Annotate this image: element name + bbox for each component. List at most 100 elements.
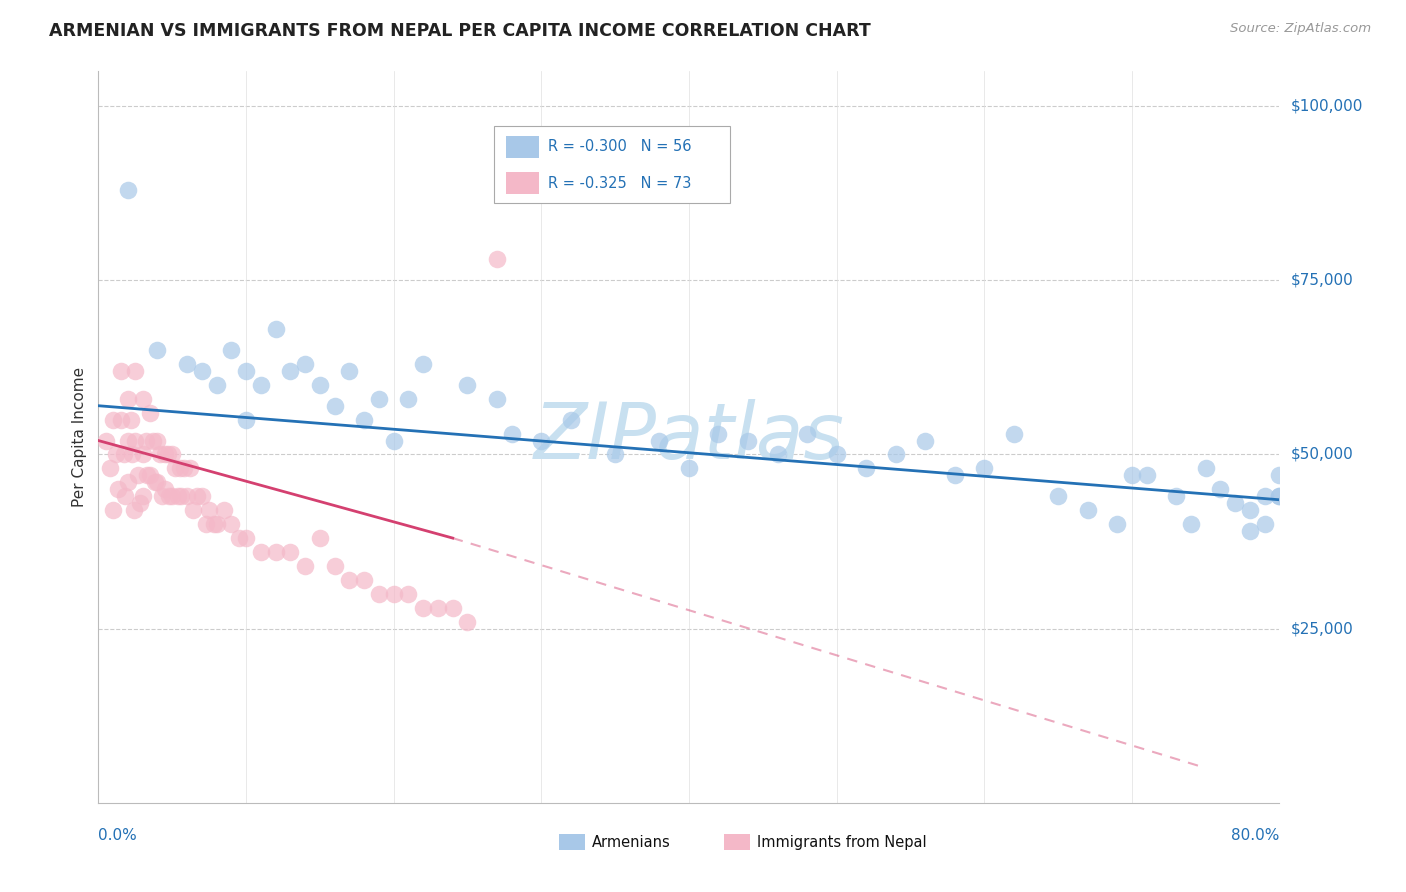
- Point: [973, 461, 995, 475]
- Point: [398, 392, 420, 406]
- Point: [162, 489, 183, 503]
- Point: [737, 434, 759, 448]
- Point: [132, 392, 155, 406]
- Point: [914, 434, 936, 448]
- Point: [1268, 489, 1291, 503]
- Point: [110, 364, 132, 378]
- Point: [1209, 483, 1232, 497]
- Point: [280, 545, 302, 559]
- Point: [368, 587, 391, 601]
- Point: [235, 364, 257, 378]
- Point: [117, 392, 139, 406]
- Text: ZIPatlas: ZIPatlas: [533, 399, 845, 475]
- Point: [796, 426, 818, 441]
- Point: [167, 489, 190, 503]
- Point: [309, 377, 332, 392]
- Point: [221, 517, 243, 532]
- Point: [560, 412, 582, 426]
- Point: [127, 468, 149, 483]
- Point: [1121, 468, 1143, 483]
- Point: [353, 412, 375, 426]
- Point: [212, 503, 235, 517]
- Point: [153, 483, 176, 497]
- Point: [186, 489, 208, 503]
- Point: [149, 448, 172, 462]
- Point: [120, 412, 142, 426]
- Point: [124, 434, 146, 448]
- Point: [146, 343, 169, 357]
- Bar: [560, 834, 585, 850]
- Point: [179, 461, 201, 475]
- Point: [1002, 426, 1025, 441]
- Point: [339, 364, 361, 378]
- Point: [605, 448, 627, 462]
- Point: [132, 448, 155, 462]
- Point: [112, 448, 135, 462]
- Point: [202, 517, 225, 532]
- Text: $25,000: $25,000: [1291, 621, 1354, 636]
- Point: [457, 377, 479, 392]
- Point: [139, 406, 162, 420]
- Point: [766, 448, 789, 462]
- Point: [117, 183, 139, 197]
- Point: [235, 412, 257, 426]
- Text: $50,000: $50,000: [1291, 447, 1354, 462]
- Point: [1180, 517, 1202, 532]
- Point: [309, 531, 332, 545]
- Point: [294, 558, 316, 573]
- Point: [294, 357, 316, 371]
- Point: [412, 600, 434, 615]
- Text: Immigrants from Nepal: Immigrants from Nepal: [758, 835, 927, 850]
- Point: [173, 461, 195, 475]
- Point: [146, 434, 169, 448]
- Point: [1136, 468, 1159, 483]
- Point: [382, 434, 405, 448]
- Text: Armenians: Armenians: [592, 835, 671, 850]
- Point: [1239, 503, 1261, 517]
- Point: [176, 357, 198, 371]
- Point: [1254, 517, 1277, 532]
- Y-axis label: Per Capita Income: Per Capita Income: [72, 367, 87, 508]
- Point: [943, 468, 966, 483]
- Point: [339, 573, 361, 587]
- Point: [122, 503, 145, 517]
- Point: [486, 392, 509, 406]
- Point: [398, 587, 420, 601]
- Text: 80.0%: 80.0%: [1232, 829, 1279, 844]
- Point: [1195, 461, 1218, 475]
- Point: [884, 448, 907, 462]
- Point: [441, 600, 464, 615]
- Point: [181, 503, 204, 517]
- Point: [1254, 489, 1277, 503]
- Point: [165, 461, 187, 475]
- Point: [146, 475, 169, 490]
- Point: [195, 517, 218, 532]
- FancyBboxPatch shape: [494, 127, 730, 203]
- Point: [162, 448, 183, 462]
- Point: [153, 448, 176, 462]
- Point: [117, 434, 139, 448]
- Bar: [506, 172, 538, 194]
- Point: [1107, 517, 1129, 532]
- Point: [107, 483, 129, 497]
- Point: [323, 558, 346, 573]
- Point: [110, 412, 132, 426]
- Point: [412, 357, 434, 371]
- Point: [169, 461, 191, 475]
- Point: [132, 489, 155, 503]
- Point: [191, 489, 214, 503]
- Point: [105, 448, 128, 462]
- Point: [143, 475, 166, 490]
- Point: [157, 489, 180, 503]
- Point: [1239, 524, 1261, 538]
- Point: [128, 496, 150, 510]
- Text: $100,000: $100,000: [1291, 99, 1362, 113]
- Point: [1046, 489, 1070, 503]
- Point: [368, 392, 391, 406]
- Text: R = -0.300   N = 56: R = -0.300 N = 56: [548, 139, 692, 154]
- Point: [191, 364, 214, 378]
- Text: ARMENIAN VS IMMIGRANTS FROM NEPAL PER CAPITA INCOME CORRELATION CHART: ARMENIAN VS IMMIGRANTS FROM NEPAL PER CA…: [49, 22, 870, 40]
- Point: [170, 489, 193, 503]
- Point: [1268, 489, 1291, 503]
- Bar: [506, 136, 538, 158]
